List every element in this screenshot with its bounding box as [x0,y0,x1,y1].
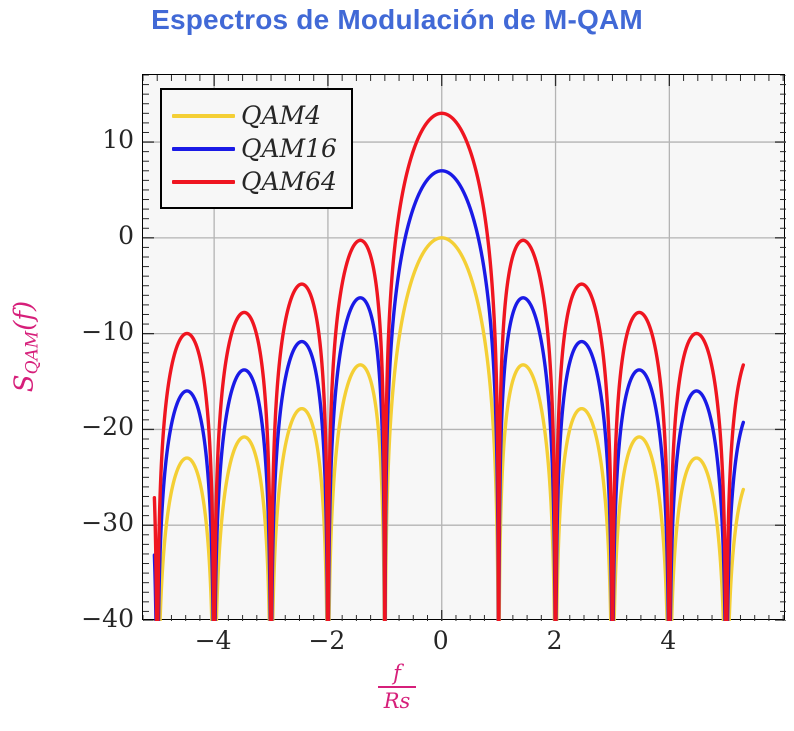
page-title: Espectros de Modulación de M-QAM [151,4,643,35]
x-axis-tick-labels: −4 −2 0 2 4 [0,626,794,666]
legend-item-qam16[interactable]: QAM16 [172,132,337,165]
y-tick-label: −30 [81,508,134,538]
y-tick-label: −40 [81,604,134,633]
y-tick-label: −10 [81,316,134,346]
y-axis-tick-labels: 10 0 −10 −20 −30 −40 [64,0,134,731]
x-axis-label-fraction: f Rs [377,661,417,714]
x-tick-label: 0 [432,626,449,655]
legend-label: QAM64 [241,167,337,196]
legend-label: QAM16 [241,134,337,163]
y-axis-label-subscript: QAM [22,330,43,375]
y-axis-label-symbol: S [9,374,40,393]
legend: QAM4 QAM16 QAM64 [160,88,353,209]
legend-label: QAM4 [241,101,322,130]
y-axis-label-argument: (f) [9,300,40,331]
fraction-bar [377,686,417,689]
y-tick-label: 0 [118,220,134,250]
x-axis-label: f Rs [0,662,794,712]
legend-color-swatch [172,179,235,184]
y-tick-label: −20 [81,412,134,442]
y-tick-label: 10 [102,125,134,155]
x-axis-label-numerator: f [393,661,401,685]
legend-color-swatch [172,146,235,151]
x-tick-label: 4 [660,626,677,655]
legend-item-qam4[interactable]: QAM4 [172,99,337,132]
x-tick-label: 2 [546,626,563,655]
x-tick-label: −4 [194,626,232,655]
x-axis-label-denominator: Rs [383,689,411,714]
legend-item-qam64[interactable]: QAM64 [172,165,337,198]
y-axis-label: SQAM(f) [9,277,42,417]
legend-color-swatch [172,113,235,118]
x-tick-label: −2 [308,626,346,655]
